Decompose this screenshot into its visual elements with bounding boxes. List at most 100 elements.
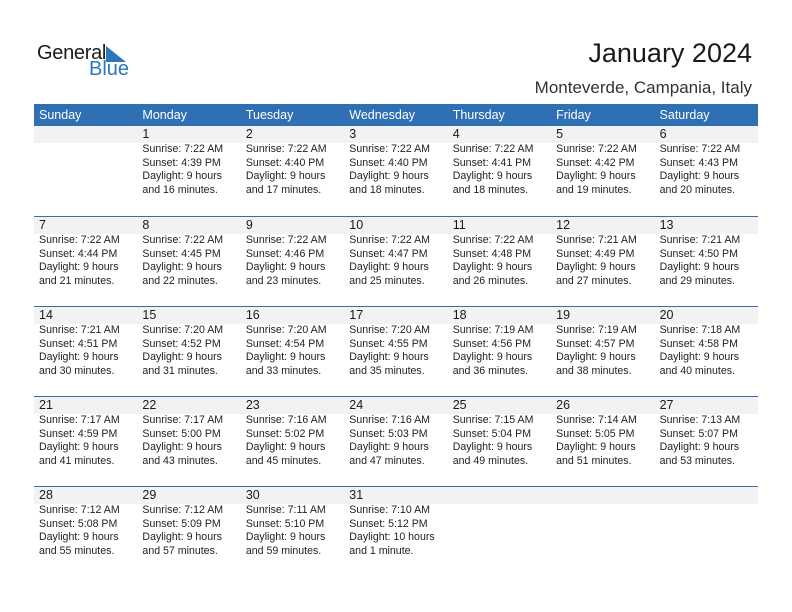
sunrise-text: Sunrise: 7:22 AM (452, 143, 534, 155)
day-number-band (34, 397, 758, 414)
day-cell: 10 Sunrise: 7:22 AM Sunset: 4:47 PM Dayligh… (344, 217, 447, 307)
page-title: January 2024 (588, 38, 752, 68)
sunset-text: Sunset: 4:39 PM (142, 156, 221, 169)
day-cell: 20 Sunrise: 7:18 AM Sunset: 4:58 PM Dayligh… (655, 307, 758, 397)
day-number: 9 (245, 218, 253, 232)
daylight-minutes-text: and 40 minutes. (659, 364, 735, 377)
daylight-text: Daylight: 9 hours (556, 261, 636, 273)
daylight-text: Daylight: 9 hours (245, 261, 326, 273)
daylight-minutes-text: and 18 minutes. (452, 183, 529, 196)
day-number: 6 (659, 127, 667, 141)
day-cell: 26 Sunrise: 7:14 AM Sunset: 5:05 PM Dayligh… (551, 397, 654, 487)
sunset-text: Sunset: 5:05 PM (556, 427, 635, 440)
day-number: 2 (245, 127, 253, 141)
day-number: 13 (659, 218, 674, 232)
daylight-text: Daylight: 10 hours (349, 531, 435, 543)
weekday-sunday: Sunday (39, 108, 82, 122)
day-number: 5 (556, 127, 564, 141)
day-number: 17 (349, 308, 364, 322)
daylight-minutes-text: and 33 minutes. (245, 364, 322, 377)
sunrise-text: Sunrise: 7:22 AM (452, 234, 534, 246)
daylight-minutes-text: and 45 minutes. (245, 454, 322, 467)
daylight-minutes-text: and 18 minutes. (349, 183, 425, 196)
sunset-text: Sunset: 5:07 PM (659, 427, 738, 440)
sunrise-text: Sunrise: 7:21 AM (39, 324, 120, 336)
sunset-text: Sunset: 4:51 PM (39, 337, 118, 350)
logo-triangle-icon (106, 46, 126, 62)
sunrise-text: Sunrise: 7:22 AM (349, 234, 430, 246)
day-number: 3 (349, 127, 357, 141)
day-number: 26 (556, 398, 571, 412)
sunset-text: Sunset: 4:42 PM (556, 156, 635, 169)
sunrise-text: Sunrise: 7:20 AM (142, 324, 224, 336)
day-cell: 15 Sunrise: 7:20 AM Sunset: 4:52 PM Dayligh… (137, 307, 240, 397)
day-number: 29 (142, 488, 157, 502)
daylight-text: Daylight: 9 hours (556, 170, 636, 182)
day-number: 25 (452, 398, 467, 412)
day-cell: 29 Sunrise: 7:12 AM Sunset: 5:09 PM Dayligh… (137, 487, 240, 577)
sunrise-text: Sunrise: 7:14 AM (556, 414, 637, 426)
day-cell: 8 Sunrise: 7:22 AM Sunset: 4:45 PM Daylight… (137, 217, 240, 307)
daylight-text: Daylight: 9 hours (659, 261, 740, 273)
day-cell: 3 Sunrise: 7:22 AM Sunset: 4:40 PM Daylight… (344, 126, 447, 216)
daylight-text: Daylight: 9 hours (142, 351, 222, 363)
daylight-minutes-text: and 17 minutes. (245, 183, 322, 196)
day-cell: 30 Sunrise: 7:11 AM Sunset: 5:10 PM Dayligh… (241, 487, 344, 577)
sunset-text: Sunset: 4:48 PM (452, 247, 532, 260)
daylight-text: Daylight: 9 hours (39, 261, 119, 273)
weekday-saturday: Saturday (659, 108, 710, 122)
sunset-text: Sunset: 5:04 PM (452, 427, 532, 440)
sunset-text: Sunset: 4:56 PM (452, 337, 532, 350)
daylight-minutes-text: and 25 minutes. (349, 274, 425, 287)
day-cell: 14 Sunrise: 7:21 AM Sunset: 4:51 PM Dayligh… (34, 307, 137, 397)
day-cell: 27 Sunrise: 7:13 AM Sunset: 5:07 PM Dayligh… (655, 397, 758, 487)
daylight-minutes-text: and 23 minutes. (245, 274, 322, 287)
sunset-text: Sunset: 4:40 PM (349, 156, 428, 169)
day-cell: 22 Sunrise: 7:17 AM Sunset: 5:00 PM Dayligh… (137, 397, 240, 487)
sunset-text: Sunset: 4:58 PM (659, 337, 738, 350)
sunrise-text: Sunrise: 7:13 AM (659, 414, 741, 426)
sunrise-text: Sunrise: 7:21 AM (556, 234, 637, 246)
weekday-tuesday: Tuesday (245, 108, 294, 122)
daylight-minutes-text: and 27 minutes. (556, 274, 632, 287)
daylight-text: Daylight: 9 hours (245, 170, 326, 182)
daylight-text: Daylight: 9 hours (349, 351, 429, 363)
daylight-text: Daylight: 9 hours (142, 261, 222, 273)
day-number-band (34, 126, 758, 143)
day-number: 11 (452, 218, 466, 232)
day-number: 14 (39, 308, 53, 322)
daylight-text: Daylight: 9 hours (142, 441, 222, 453)
daylight-minutes-text: and 20 minutes. (659, 183, 735, 196)
daylight-minutes-text: and 43 minutes. (142, 454, 218, 467)
day-number: 31 (349, 488, 364, 502)
daylight-minutes-text: and 49 minutes. (452, 454, 529, 467)
weekday-wednesday: Wednesday (349, 108, 416, 122)
daylight-minutes-text: and 31 minutes. (142, 364, 218, 377)
sunset-text: Sunset: 4:44 PM (39, 247, 118, 260)
daylight-minutes-text: and 57 minutes. (142, 544, 218, 557)
weekday-monday: Monday (142, 108, 187, 122)
day-cell: 16 Sunrise: 7:20 AM Sunset: 4:54 PM Dayligh… (241, 307, 344, 397)
sunset-text: Sunset: 4:45 PM (142, 247, 221, 260)
sunset-text: Sunset: 4:40 PM (245, 156, 325, 169)
daylight-text: Daylight: 9 hours (452, 261, 533, 273)
day-number-band (34, 487, 758, 504)
day-number: 20 (659, 308, 674, 322)
daylight-minutes-text: and 26 minutes. (452, 274, 529, 287)
sunset-text: Sunset: 5:03 PM (349, 427, 428, 440)
daylight-text: Daylight: 9 hours (452, 441, 533, 453)
daylight-minutes-text: and 35 minutes. (349, 364, 425, 377)
sunrise-text: Sunrise: 7:19 AM (556, 324, 637, 336)
calendar-week: 1 Sunrise: 7:22 AM Sunset: 4:39 PM Daylight… (34, 126, 758, 216)
day-number: 4 (452, 127, 460, 141)
sunset-text: Sunset: 5:12 PM (349, 517, 428, 530)
sunset-text: Sunset: 4:59 PM (39, 427, 118, 440)
day-number: 30 (245, 488, 260, 502)
weekday-thursday: Thursday (452, 108, 505, 122)
daylight-text: Daylight: 9 hours (556, 351, 636, 363)
daylight-text: Daylight: 9 hours (349, 441, 429, 453)
sunrise-text: Sunrise: 7:20 AM (245, 324, 327, 336)
sunrise-text: Sunrise: 7:22 AM (556, 143, 637, 155)
daylight-minutes-text: and 22 minutes. (142, 274, 218, 287)
day-number: 27 (659, 398, 674, 412)
